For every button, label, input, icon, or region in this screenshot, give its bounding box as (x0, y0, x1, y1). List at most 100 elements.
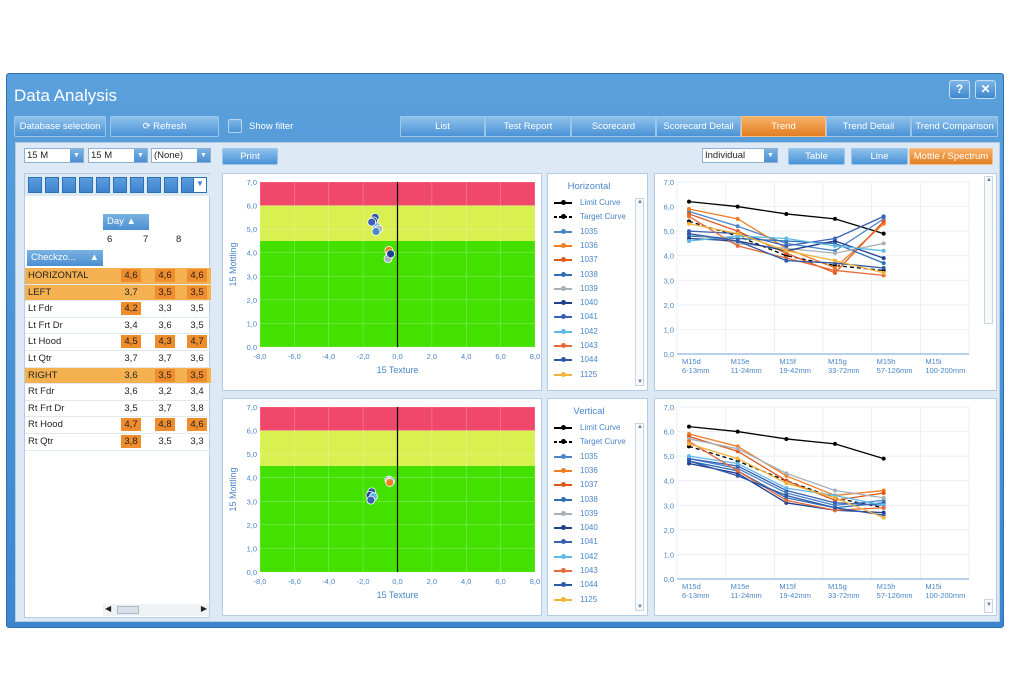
scroll-up-icon[interactable]: ▲ (986, 177, 992, 183)
scroll-up-icon[interactable]: ▲ (637, 424, 643, 430)
column-toggle[interactable] (79, 177, 93, 193)
checkzone-header[interactable]: Checkzo... ▲ (27, 250, 103, 266)
series-point (833, 216, 837, 221)
scroll-down-icon[interactable]: ▼ (986, 602, 992, 608)
period-combo-1[interactable]: 15 M ▼ (24, 148, 84, 163)
filter-combo-3[interactable]: (None) ▼ (151, 148, 211, 163)
tab-scorecard[interactable]: Scorecard (571, 116, 656, 137)
legend-label: 1125 (580, 594, 598, 604)
scroll-thumb[interactable] (117, 606, 139, 614)
row-value: 3,8 (121, 435, 141, 448)
checkzone-table: Day ▲ Checkzo... ▲ 6 7 8 HORIZONTAL 4,6 4,6… (25, 196, 211, 596)
y-tick-label: 7,0 (664, 178, 674, 187)
column-toggle[interactable] (62, 177, 76, 193)
x-tick-label: M15e (731, 357, 750, 366)
x-tick-label: 2,0 (427, 577, 437, 586)
tab-trend[interactable]: Trend (741, 116, 826, 137)
column-toggle[interactable] (113, 177, 127, 193)
y-tick-label: 5,0 (664, 227, 674, 236)
series-point (881, 214, 886, 219)
chart-scrollbar[interactable]: ▲ (984, 176, 993, 324)
legend-label: 1041 (580, 537, 598, 547)
table-row[interactable]: Rt Hood 4,7 4,8 4,6 (25, 417, 211, 434)
row-value: 3,4 (124, 319, 138, 331)
column-toggle[interactable] (45, 177, 59, 193)
scroll-down-icon[interactable]: ▼ (637, 604, 643, 610)
legend-marker (561, 228, 566, 234)
column-chooser-dropdown[interactable]: ▼ (193, 177, 207, 193)
horizontal-scrollbar[interactable]: ◀ ▶ (103, 604, 209, 616)
legend-marker (561, 596, 566, 602)
table-row[interactable]: Rt Frt Dr 3,5 3,7 3,8 (25, 401, 211, 418)
y-tick-label: 2,0 (664, 301, 674, 310)
row-value: 3,5 (158, 436, 172, 447)
table-row[interactable]: Lt Frt Dr 3,4 3,6 3,5 (25, 318, 211, 335)
print-button[interactable]: Print (222, 148, 278, 165)
day-header-label: Day (107, 216, 124, 227)
row-value: 3,4 (190, 386, 204, 398)
table-view-button[interactable]: Table (788, 148, 845, 165)
scroll-down-icon[interactable]: ▼ (637, 379, 643, 385)
series-point (784, 493, 789, 498)
tab-trend-comparison[interactable]: Trend Comparison (911, 116, 998, 137)
tab-scorecard-detail[interactable]: Scorecard Detail (656, 116, 741, 137)
row-label: Lt Qtr (28, 353, 52, 364)
x-axis-label: 15 Texture (377, 590, 419, 600)
x-tick-label: 6,0 (495, 577, 505, 586)
mottle-spectrum-button[interactable]: Mottle / Spectrum (909, 148, 993, 165)
legend-marker (561, 582, 566, 588)
series-point (784, 486, 789, 491)
help-button[interactable]: ? (949, 80, 970, 99)
column-toggle[interactable] (130, 177, 144, 193)
column-toggle[interactable] (147, 177, 161, 193)
y-tick-label: 4,0 (664, 477, 674, 486)
database-selection-button[interactable]: Database selection (14, 116, 106, 137)
y-tick-label: 0,0 (247, 343, 257, 352)
scroll-left-icon[interactable]: ◀ (105, 604, 112, 613)
refresh-button[interactable]: ⟳ Refresh (110, 116, 219, 137)
series-point (735, 216, 740, 221)
mode-combo[interactable]: Individual ▼ (702, 148, 778, 163)
x-tick-label: M15d (682, 582, 701, 591)
row-value: 3,5 (124, 402, 138, 414)
table-row[interactable]: Rt Fdr 3,6 3,2 3,4 (25, 384, 211, 401)
row-label: Lt Frt Dr (28, 319, 63, 331)
series-point (784, 471, 789, 476)
series-point (784, 498, 789, 503)
table-row[interactable]: LEFT 3,7 3,5 3,5 (25, 284, 211, 302)
show-filter-checkbox[interactable] (228, 119, 242, 133)
series-point (881, 261, 886, 266)
x-tick-label: M15g (828, 357, 847, 366)
close-button[interactable]: ✕ (975, 80, 996, 99)
legend-scrollbar[interactable]: ▲ ▼ (635, 423, 644, 611)
scroll-right-icon[interactable]: ▶ (200, 604, 207, 613)
x-tick-label: 4,0 (461, 352, 471, 361)
table-row[interactable]: Rt Qtr 3,8 3,5 3,3 (25, 434, 211, 451)
table-row[interactable]: HORIZONTAL 4,6 4,6 4,6 (25, 268, 211, 285)
tab-trend-detail[interactable]: Trend Detail (826, 116, 911, 137)
day-header[interactable]: Day ▲ (103, 214, 149, 230)
legend-label: 1043 (580, 341, 598, 350)
row-label: Rt Qtr (28, 436, 54, 447)
table-row[interactable]: Lt Fdr 4,2 3,3 3,5 (25, 301, 211, 318)
column-toggle[interactable] (164, 177, 178, 193)
legend-label: 1042 (580, 326, 598, 336)
chart-scrollbar[interactable]: ▼ (984, 599, 993, 613)
table-row[interactable]: Lt Qtr 3,7 3,7 3,6 (25, 351, 211, 368)
legend-scrollbar[interactable]: ▲ ▼ (635, 198, 644, 386)
line-view-button[interactable]: Line (851, 148, 908, 165)
x-tick-label: -2,0 (357, 352, 370, 361)
scroll-up-icon[interactable]: ▲ (637, 199, 643, 205)
row-label: Lt Hood (28, 336, 62, 348)
tab-test-report[interactable]: Test Report (485, 116, 571, 137)
column-toggle[interactable] (96, 177, 110, 193)
table-row[interactable]: RIGHT 3,6 3,5 3,5 (25, 367, 211, 385)
column-toggle[interactable] (28, 177, 42, 193)
y-tick-label: 0,0 (247, 568, 257, 577)
series-point (687, 424, 691, 429)
table-row[interactable]: Lt Hood 4,5 4,3 4,7 (25, 334, 211, 351)
series-point (833, 488, 837, 493)
period-combo-2[interactable]: 15 M ▼ (88, 148, 148, 163)
tab-list[interactable]: List (400, 116, 485, 137)
x-tick-label: 8,0 (530, 352, 540, 361)
